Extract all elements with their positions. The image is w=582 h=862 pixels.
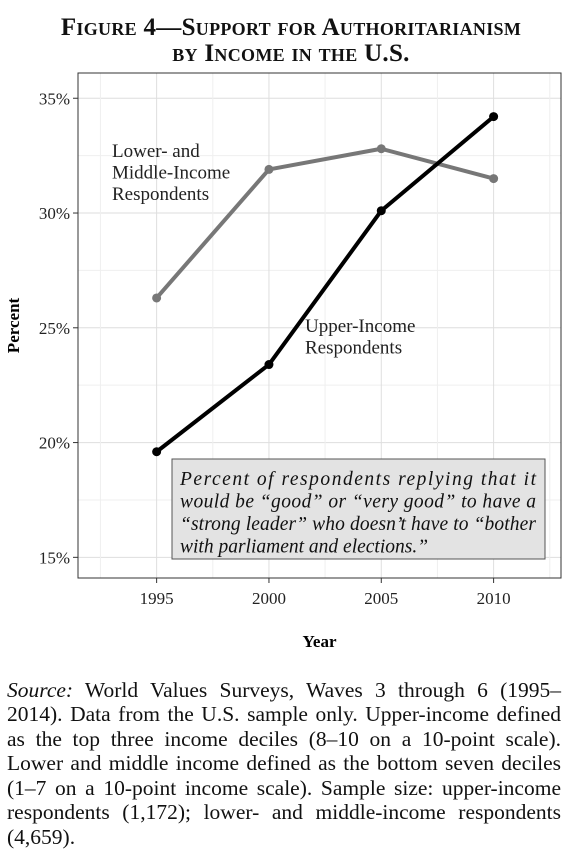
data-point-lower-middle-income xyxy=(376,144,386,154)
annotation-text-line: with parliament and elections.” xyxy=(180,537,428,558)
x-tick-label: 2005 xyxy=(364,589,398,608)
source-note: Source: World Values Surveys, Waves 3 th… xyxy=(7,678,561,850)
figure-title-line-1: Figure 4—Support for Authoritarianism xyxy=(60,14,522,41)
y-tick-label: 25% xyxy=(39,319,70,338)
source-label: Source: xyxy=(7,677,74,702)
x-tick-label: 2010 xyxy=(477,589,511,608)
y-axis-label: Percent xyxy=(4,297,23,353)
y-axis: 15% 20% 25% 30% 35% xyxy=(39,89,78,567)
plot-panel-border xyxy=(77,72,562,579)
data-point-lower-middle-income xyxy=(489,174,499,184)
series-label-lower-middle-income: Middle-Income xyxy=(112,163,230,184)
x-axis: 1995 2000 2005 2010 xyxy=(140,578,511,608)
data-point-upper-income xyxy=(376,206,386,216)
data-point-lower-middle-income xyxy=(264,164,274,174)
y-tick-label: 15% xyxy=(39,548,70,567)
source-text: World Values Surveys, Waves 3 through 6 … xyxy=(7,677,561,849)
x-tick-label: 1995 xyxy=(140,589,174,608)
series-label-lower-middle-income: Lower- and xyxy=(112,141,200,162)
x-tick-label: 2000 xyxy=(252,589,286,608)
figure-title-line-2: by Income in the U.S. xyxy=(172,40,410,67)
y-tick-label: 30% xyxy=(39,204,70,223)
series-line-upper-income xyxy=(154,114,496,454)
series-label-upper-income: Upper-Income xyxy=(305,316,415,337)
data-point-upper-income xyxy=(264,360,274,370)
y-tick-label: 35% xyxy=(39,89,70,108)
series-label-lower-middle-income: Respondents xyxy=(112,184,209,205)
series-layer xyxy=(152,112,499,457)
data-point-lower-middle-income xyxy=(152,293,162,303)
annotation-box: Percent of respondents replying that itw… xyxy=(171,458,546,560)
line-chart: 15% 20% 25% 30% 35% 1995 2000 2005 2010 Percent… xyxy=(4,72,562,651)
data-point-upper-income xyxy=(152,447,162,457)
series-labels: Lower- andMiddle-IncomeRespondentsUpper-… xyxy=(112,141,415,359)
annotation-background xyxy=(171,458,546,560)
data-point-upper-income xyxy=(489,112,499,122)
annotation-text-line: “strong leader” who doesn’t have to “bot… xyxy=(180,514,536,535)
x-axis-label: Year xyxy=(303,632,337,651)
annotation-text-line: would be “good” or “very good” to have a xyxy=(180,492,536,513)
annotation-text-line: Percent of respondents replying that it xyxy=(179,469,537,490)
y-tick-label: 20% xyxy=(39,434,70,453)
series-label-upper-income: Respondents xyxy=(305,338,402,359)
